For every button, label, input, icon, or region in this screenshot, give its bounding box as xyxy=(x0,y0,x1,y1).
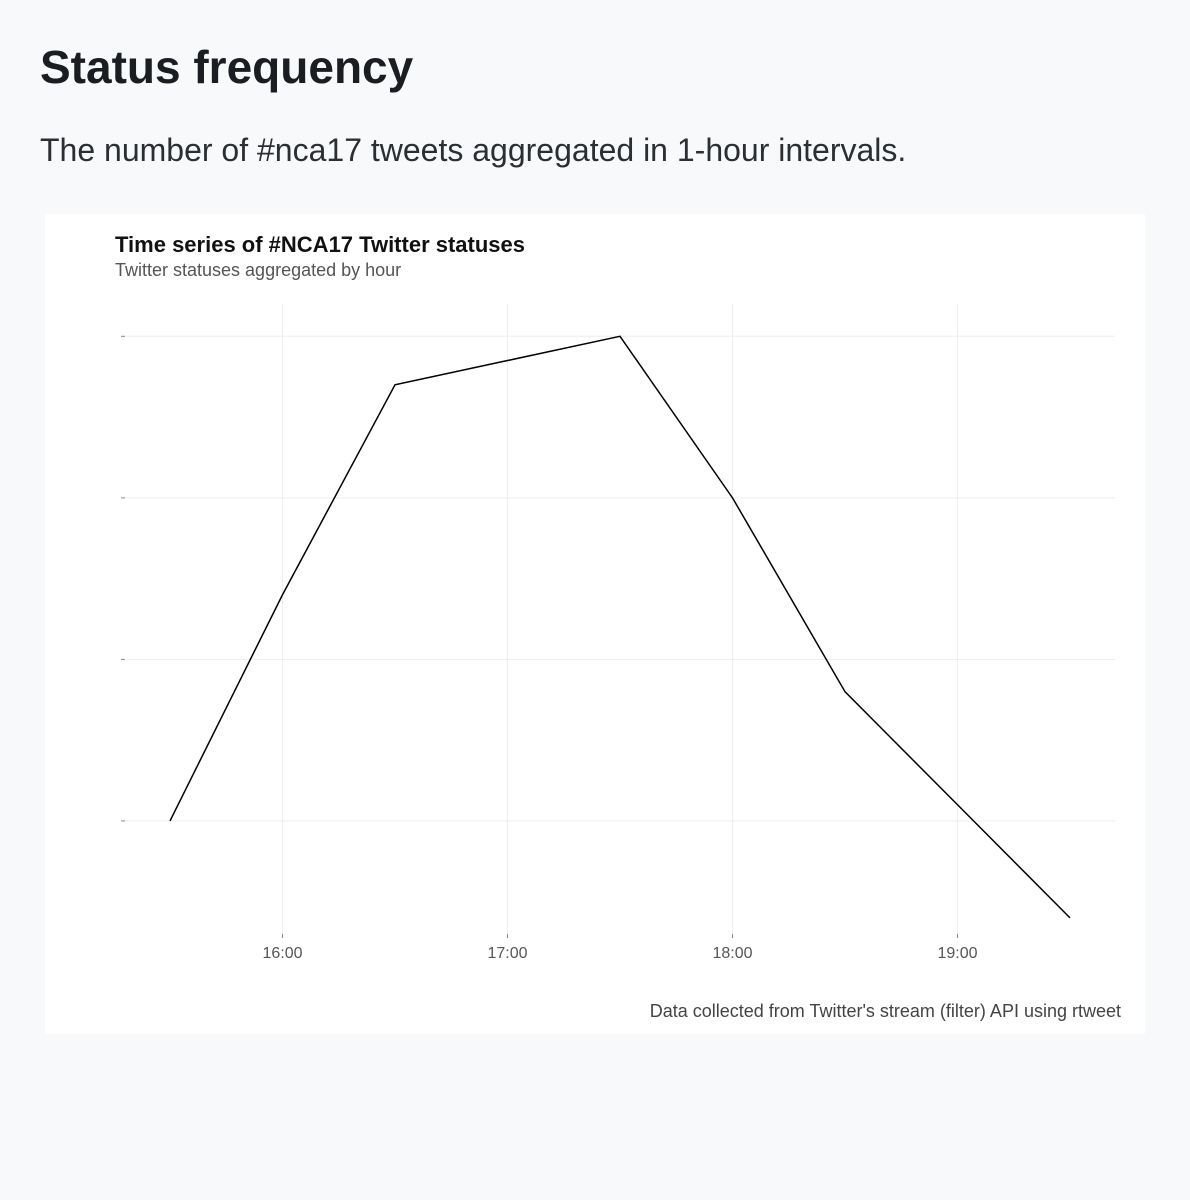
page-description: The number of #nca17 tweets aggregated i… xyxy=(40,126,1150,174)
chart-svg: 1020304016:0017:0018:0019:00 xyxy=(115,294,1125,974)
chart-caption: Data collected from Twitter's stream (fi… xyxy=(650,1001,1121,1022)
x-tick-label: 16:00 xyxy=(262,945,302,962)
x-tick-label: 19:00 xyxy=(937,945,977,962)
chart-container: Time series of #NCA17 Twitter statuses T… xyxy=(45,214,1145,1034)
page-title: Status frequency xyxy=(40,40,1150,94)
chart-subtitle: Twitter statuses aggregated by hour xyxy=(115,260,401,281)
chart-plot-area: 1020304016:0017:0018:0019:00 xyxy=(115,294,1125,974)
x-tick-label: 18:00 xyxy=(712,945,752,962)
x-tick-label: 17:00 xyxy=(487,945,527,962)
chart-title: Time series of #NCA17 Twitter statuses xyxy=(115,232,525,258)
